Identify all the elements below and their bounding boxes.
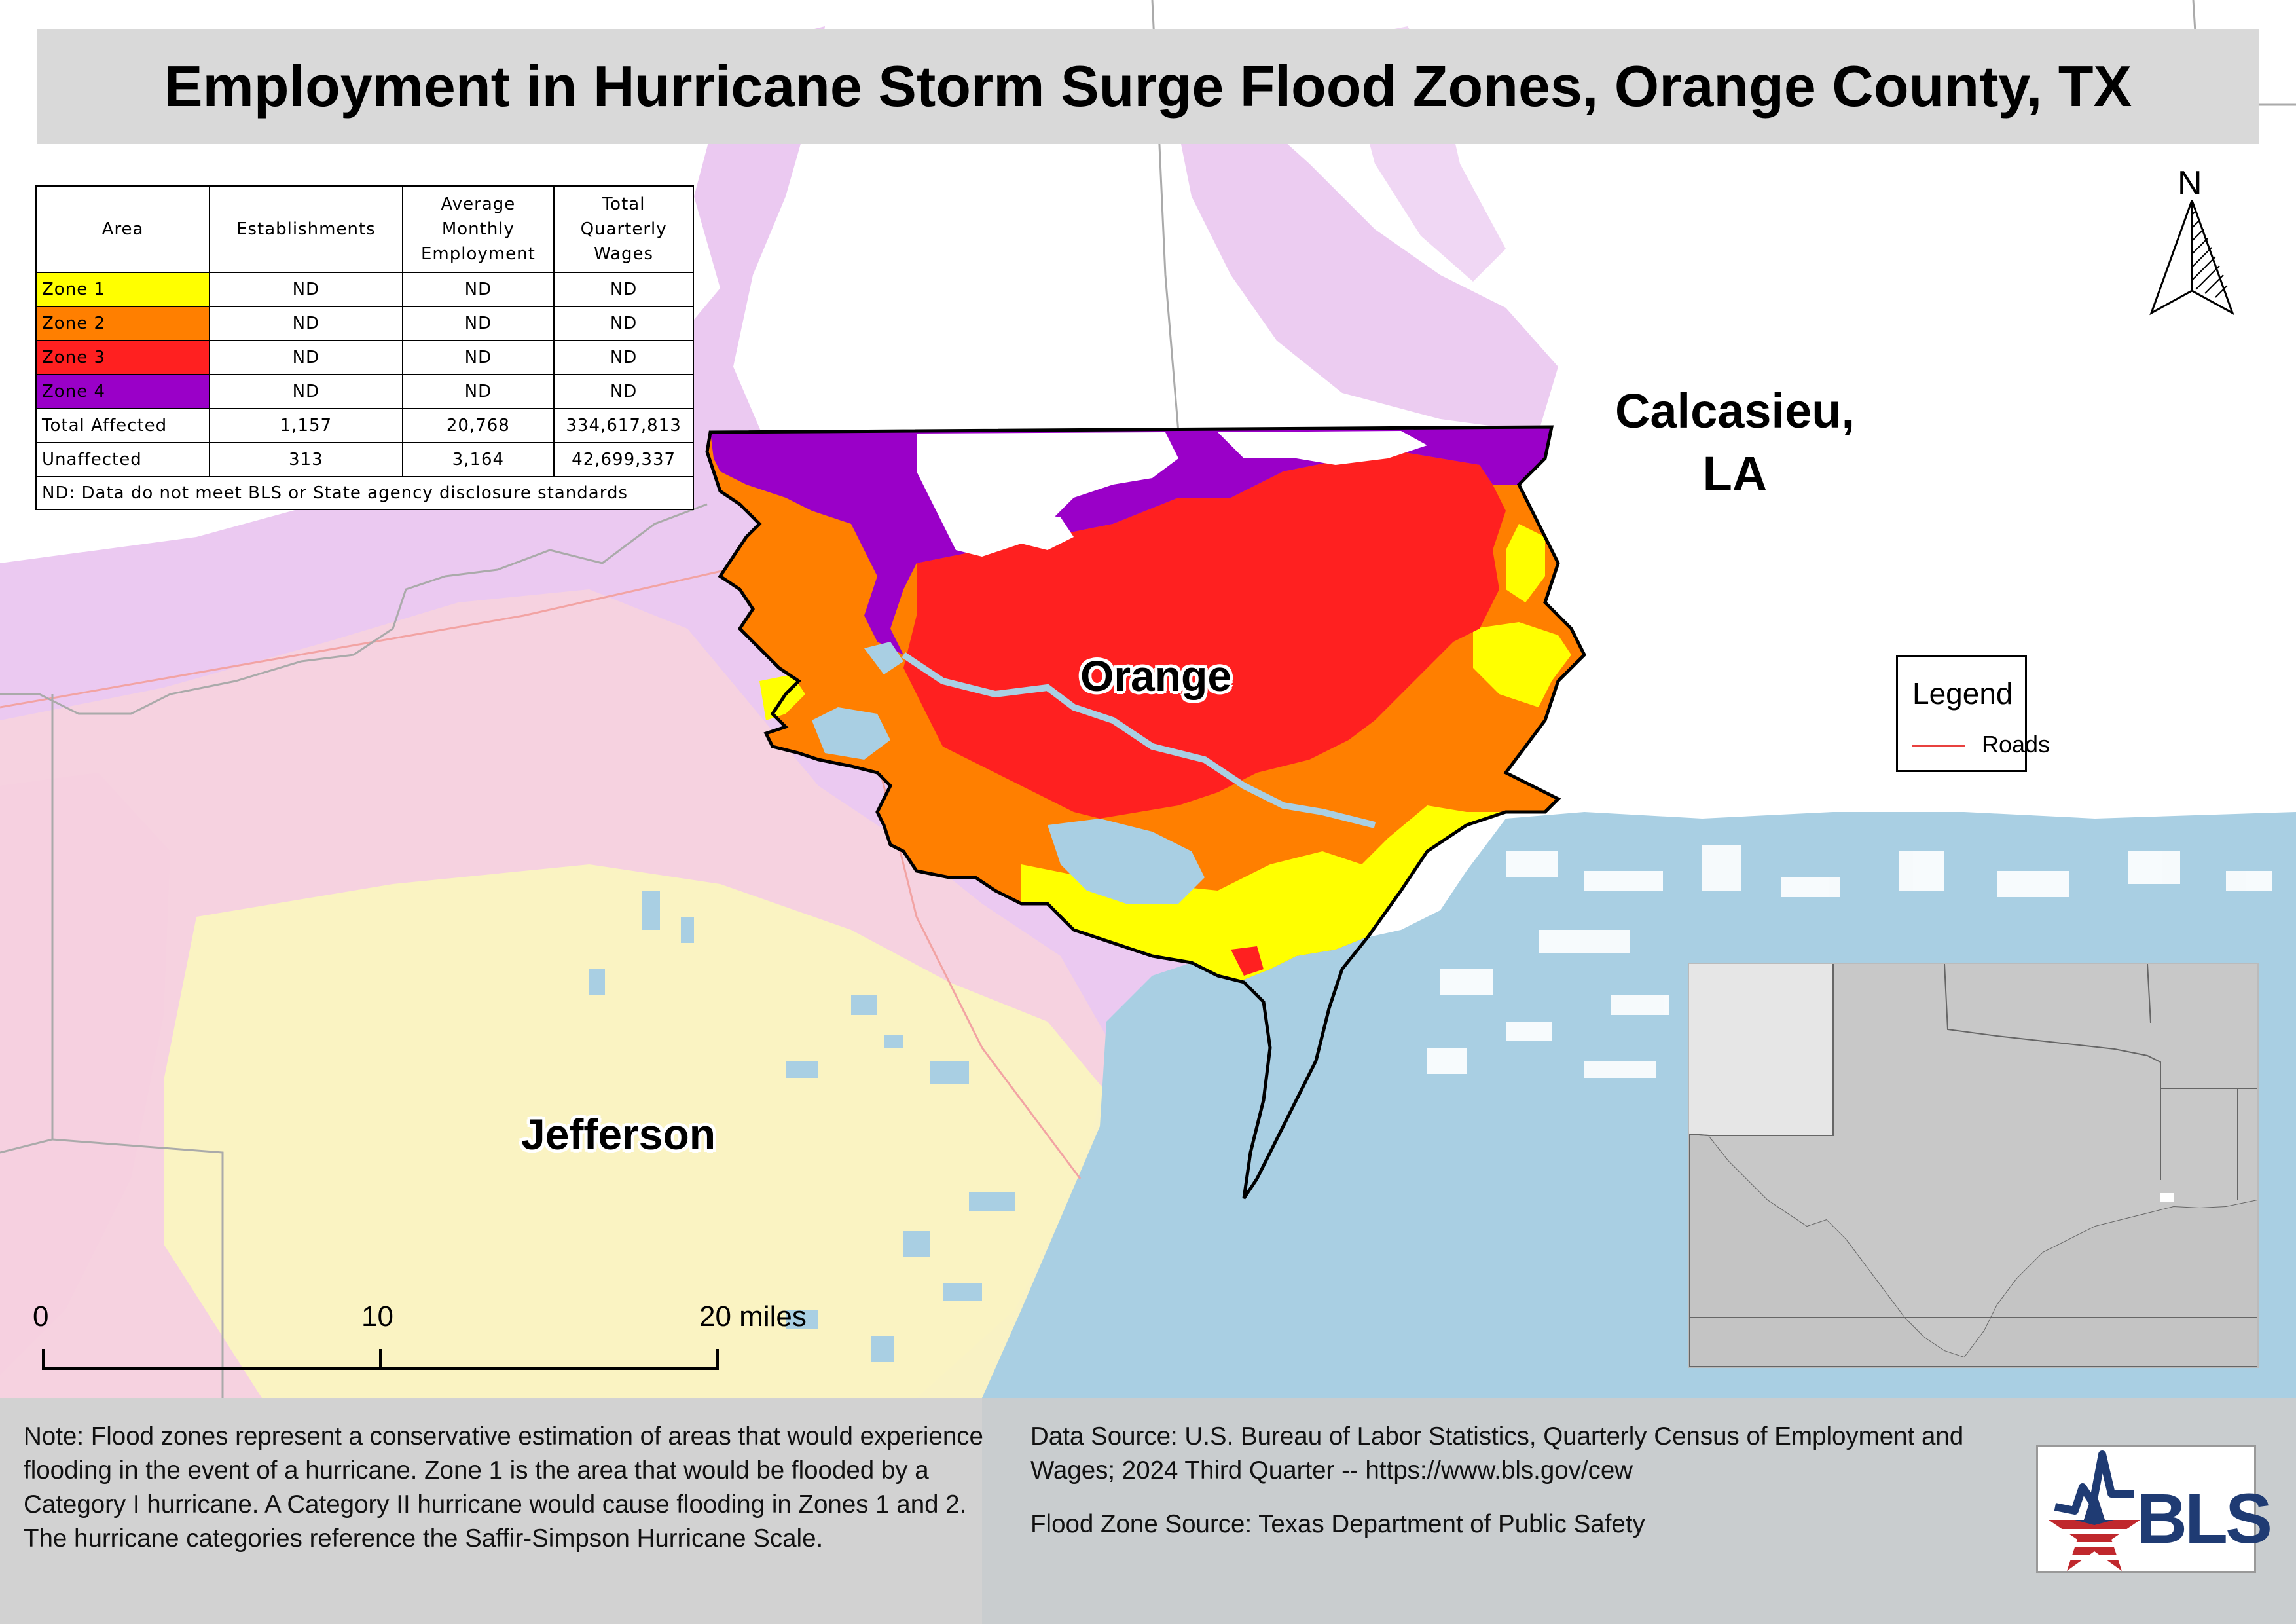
orange-zone4 (710, 427, 1552, 655)
total-affected-label: Total Affected (35, 408, 211, 443)
flood-zone-source: Flood Zone Source: Texas Department of P… (1030, 1510, 1645, 1538)
cell-value: ND (401, 340, 555, 375)
cell-value: ND (209, 306, 403, 341)
cell-value: 20,768 (401, 408, 555, 443)
table-row-zone-2: Zone 2 ND ND ND (35, 306, 694, 341)
scale-bar (42, 1349, 719, 1370)
north-arrow-icon (2149, 200, 2234, 316)
cell-value: ND (401, 272, 555, 307)
orange-water-west (812, 707, 890, 760)
orange-water-lake (1048, 819, 1205, 904)
table-row-zone-4: Zone 4 ND ND ND (35, 374, 694, 409)
cell-value: ND (209, 272, 403, 307)
surrounding-zone4-north (1178, 105, 1558, 432)
orange-county-label: Orange (1080, 652, 1232, 700)
bls-logo: BLS (2036, 1445, 2272, 1573)
sources: Data Source: U.S. Bureau of Labor Statis… (1030, 1420, 2039, 1561)
zone-1-label: Zone 1 (35, 272, 211, 307)
orange-zone1-south (1021, 805, 1506, 982)
orange-unflooded-north3 (1021, 511, 1074, 550)
cell-value: ND (553, 306, 694, 341)
inset-map-graphic (1689, 964, 2257, 1367)
header-establishments: Establishments (209, 185, 403, 273)
surrounding-pink-west (0, 773, 170, 1375)
legend-title: Legend (1912, 676, 2013, 710)
cell-value: 313 (209, 442, 403, 477)
orange-zone1-east2 (1506, 524, 1545, 602)
table-footnote-row: ND: Data do not meet BLS or State agency… (35, 476, 694, 510)
north-label: N (2178, 164, 2202, 202)
calcasieu-parish-label: Calcasieu, LA (1565, 380, 1905, 506)
roads-line-icon (1912, 745, 1965, 747)
legend: Legend Roads (1896, 655, 2050, 772)
orange-county (705, 425, 1587, 1200)
cell-value: 334,617,813 (553, 408, 694, 443)
zone-4-label: Zone 4 (35, 374, 211, 409)
jefferson-water-bodies (589, 891, 1015, 1362)
table-header-row: Area Establishments Average Monthly Employ… (35, 185, 694, 273)
cell-value: ND (209, 340, 403, 375)
table-footnote: ND: Data do not meet BLS or State agency… (35, 476, 694, 510)
cell-value: ND (401, 374, 555, 409)
bls-logo-text: BLS (2136, 1479, 2272, 1558)
cell-value: 42,699,337 (553, 442, 694, 477)
cell-value: ND (401, 306, 555, 341)
cell-value: 1,157 (209, 408, 403, 443)
calcasieu-label-line2: LA (1702, 447, 1768, 501)
orange-unflooded-north2 (1218, 431, 1427, 465)
orange-unflooded-north (917, 432, 1178, 557)
data-source: Data Source: U.S. Bureau of Labor Statis… (1030, 1422, 1964, 1485)
inset-texas-body (1709, 964, 2257, 1357)
jefferson-county-label: Jefferson (521, 1110, 716, 1158)
cell-value: 3,164 (401, 442, 555, 477)
table-row-total-affected: Total Affected 1,157 20,768 334,617,813 (35, 408, 694, 443)
unaffected-label: Unaffected (35, 442, 211, 477)
legend-item-roads: Roads (1982, 731, 2050, 758)
zone-3-label: Zone 3 (35, 340, 211, 375)
orange-zone1-east (1473, 622, 1571, 707)
cell-value: ND (553, 340, 694, 375)
table-row-zone-3: Zone 3 ND ND ND (35, 340, 694, 375)
map-title: Employment in Hurricane Storm Surge Floo… (164, 54, 2132, 119)
cell-value: ND (209, 374, 403, 409)
title-bar: Employment in Hurricane Storm Surge Floo… (37, 29, 2259, 144)
orange-water-river (902, 652, 1376, 828)
calcasieu-label-line1: Calcasieu, (1614, 384, 1855, 438)
scale-label-zero: 0 (33, 1301, 49, 1333)
scale-label-twenty-miles: 20 miles (699, 1301, 807, 1333)
bls-star-icon (2049, 1450, 2140, 1571)
header-total-quarterly-wages: Total Quarterly Wages (553, 185, 694, 273)
orange-red-island (1231, 946, 1264, 976)
header-average-monthly-employment: Average Monthly Employment (401, 185, 555, 273)
zone-2-label: Zone 2 (35, 306, 211, 341)
cell-value: ND (553, 374, 694, 409)
marsh-islands (1427, 845, 2272, 1078)
table-row-zone-1: Zone 1 ND ND ND (35, 272, 694, 307)
table-row-unaffected: Unaffected 313 3,164 42,699,337 (35, 442, 694, 477)
header-area: Area (35, 185, 211, 273)
employment-table: Area Establishments Average Monthly Employ… (35, 185, 694, 510)
notes-panel (0, 1398, 2296, 1624)
flood-zone-note: Note: Flood zones represent a conservati… (24, 1422, 983, 1553)
orange-water-west2 (864, 642, 903, 674)
scale-label-ten: 10 (361, 1301, 393, 1333)
orange-county-outline (705, 425, 1587, 1200)
inset-locator-map (1688, 963, 2259, 1368)
cell-value: ND (553, 272, 694, 307)
